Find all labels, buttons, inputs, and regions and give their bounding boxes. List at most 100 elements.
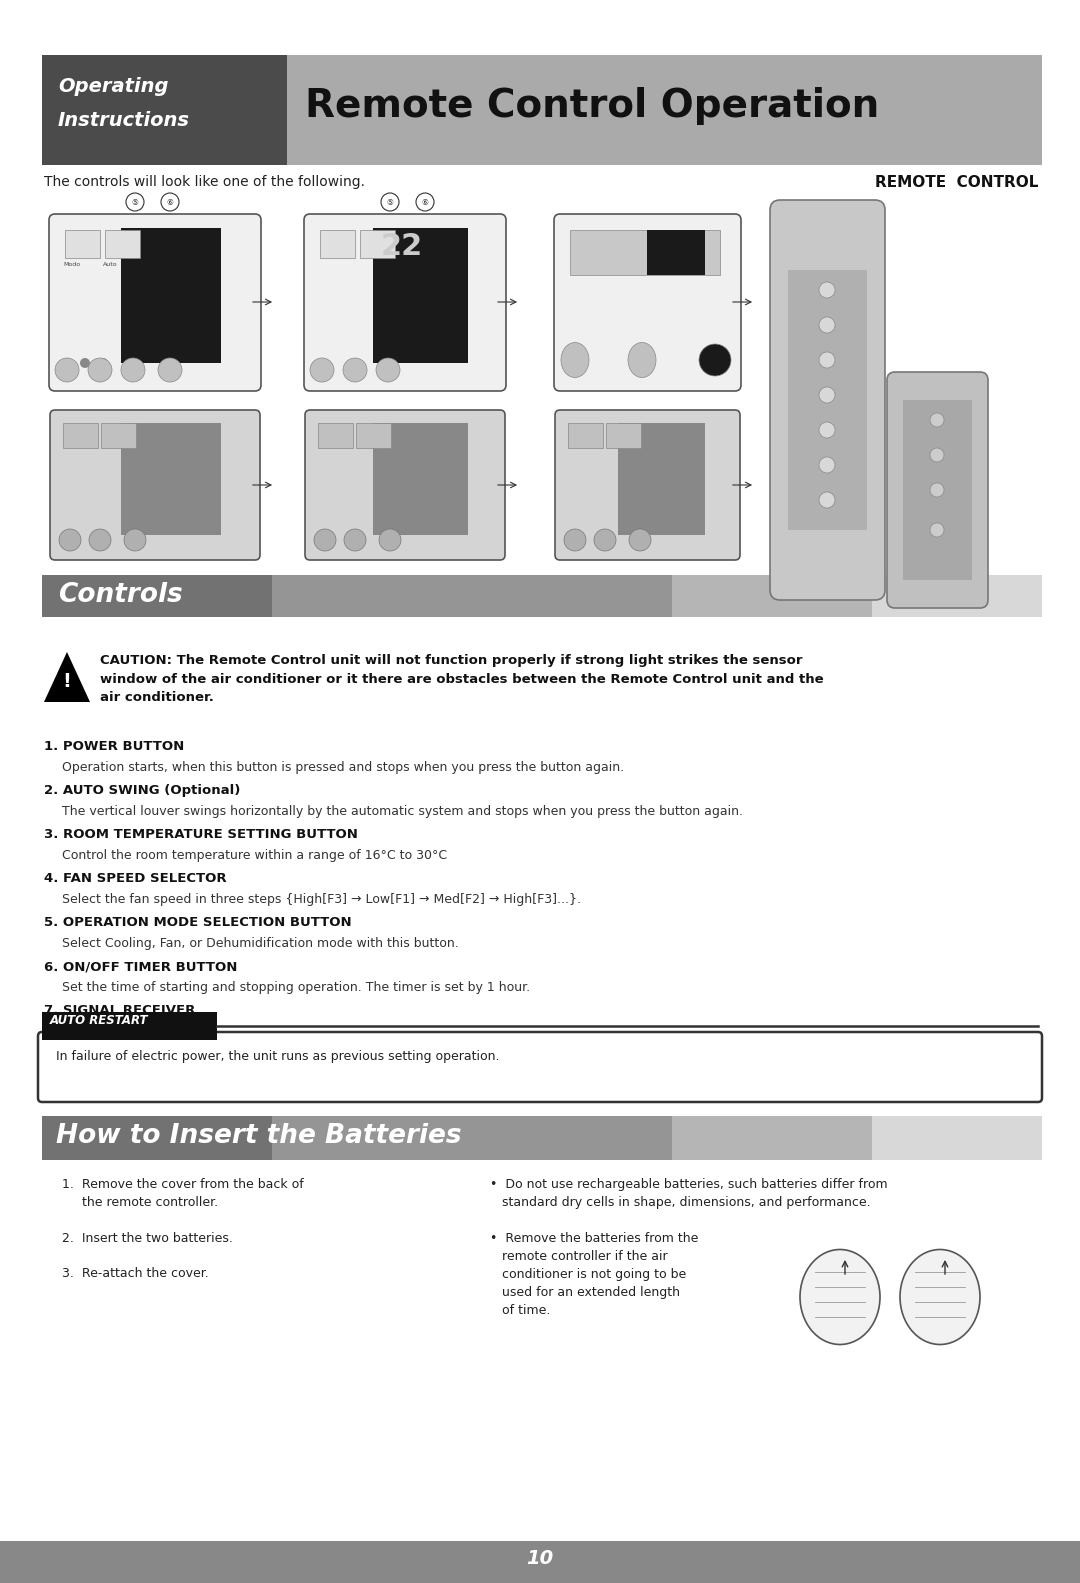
Ellipse shape [627, 342, 656, 377]
Text: Operation starts, when this button is pressed and stops when you press the butto: Operation starts, when this button is pr… [62, 761, 624, 774]
Bar [0, 1540, 1080, 1583]
Text: 1.  Remove the cover from the back of
     the remote controller.: 1. Remove the cover from the back of the… [62, 1178, 303, 1209]
Circle shape [314, 529, 336, 551]
Bar [272, 575, 672, 617]
Text: In failure of electric power, the unit runs as previous setting operation.: In failure of electric power, the unit r… [56, 1050, 499, 1064]
Text: ⑥: ⑥ [421, 198, 429, 206]
Text: Operating: Operating [58, 78, 168, 97]
Text: Modo: Modo [63, 263, 80, 268]
Bar [568, 423, 603, 448]
Text: ⑤: ⑤ [132, 198, 138, 206]
Bar [318, 423, 353, 448]
Circle shape [87, 358, 112, 382]
Text: ⑤: ⑤ [387, 198, 393, 206]
Text: 7. SIGNAL RECEIVER: 7. SIGNAL RECEIVER [44, 1004, 195, 1016]
Circle shape [819, 386, 835, 404]
Bar [606, 423, 642, 448]
Circle shape [819, 282, 835, 298]
Circle shape [343, 358, 367, 382]
Text: 3.  Re-attach the cover.: 3. Re-attach the cover. [62, 1266, 208, 1281]
Bar [0, 0, 1080, 55]
Bar [63, 423, 98, 448]
Bar [42, 1116, 272, 1160]
Bar [320, 230, 355, 258]
Bar [356, 423, 391, 448]
Text: 3. ROOM TEMPERATURE SETTING BUTTON: 3. ROOM TEMPERATURE SETTING BUTTON [44, 828, 357, 841]
Text: 4. FAN SPEED SELECTOR: 4. FAN SPEED SELECTOR [44, 872, 227, 885]
Circle shape [930, 522, 944, 537]
Bar [272, 1116, 672, 1160]
Bar [121, 423, 221, 535]
Ellipse shape [900, 1249, 980, 1344]
Circle shape [158, 358, 183, 382]
Circle shape [379, 529, 401, 551]
Circle shape [699, 344, 731, 377]
Bar [42, 575, 272, 617]
Circle shape [121, 358, 145, 382]
Text: The controls will look like one of the following.: The controls will look like one of the f… [44, 176, 365, 188]
Text: Remote Control Operation: Remote Control Operation [305, 87, 879, 125]
Circle shape [345, 529, 366, 551]
Circle shape [819, 492, 835, 508]
Text: 1. POWER BUTTON: 1. POWER BUTTON [44, 739, 185, 754]
Text: The vertical louver swings horizontally by the automatic system and stops when y: The vertical louver swings horizontally … [62, 806, 743, 818]
Text: 2.  Insert the two batteries.: 2. Insert the two batteries. [62, 1232, 233, 1244]
FancyBboxPatch shape [38, 1032, 1042, 1102]
Circle shape [930, 483, 944, 497]
Bar [672, 575, 872, 617]
FancyBboxPatch shape [887, 372, 988, 608]
Bar [360, 230, 395, 258]
Bar [42, 55, 287, 165]
Text: Control the room temperature within a range of 16°C to 30°C: Control the room temperature within a ra… [62, 848, 447, 863]
Bar [570, 230, 720, 275]
Text: Select Cooling, Fan, or Dehumidification mode with this button.: Select Cooling, Fan, or Dehumidification… [62, 937, 459, 950]
Circle shape [98, 358, 108, 367]
Text: 2. AUTO SWING (Optional): 2. AUTO SWING (Optional) [44, 784, 241, 796]
Text: CAUTION: The Remote Control unit will not function properly if strong light stri: CAUTION: The Remote Control unit will no… [100, 654, 824, 704]
Bar [105, 230, 140, 258]
Text: 22: 22 [381, 233, 423, 261]
Text: 6. ON/OFF TIMER BUTTON: 6. ON/OFF TIMER BUTTON [44, 959, 238, 974]
Text: ⑥: ⑥ [166, 198, 174, 206]
Text: Controls: Controls [58, 583, 183, 608]
Text: How to Insert the Batteries: How to Insert the Batteries [56, 1122, 461, 1149]
Text: 10: 10 [526, 1550, 554, 1569]
Bar [618, 423, 705, 535]
Circle shape [376, 358, 400, 382]
Circle shape [819, 457, 835, 473]
Polygon shape [44, 652, 90, 701]
Bar [0, 199, 1080, 621]
Circle shape [89, 529, 111, 551]
Circle shape [126, 193, 144, 211]
Bar [872, 1116, 1042, 1160]
Circle shape [161, 193, 179, 211]
Bar [647, 230, 705, 275]
Circle shape [381, 193, 399, 211]
Circle shape [124, 529, 146, 551]
Ellipse shape [561, 342, 589, 377]
Circle shape [819, 423, 835, 438]
Bar [102, 423, 136, 448]
Bar [287, 55, 1042, 165]
Text: AUTO RESTART: AUTO RESTART [50, 1015, 149, 1027]
Bar [903, 400, 972, 579]
Circle shape [819, 317, 835, 332]
Bar [872, 575, 1042, 617]
Text: Auto: Auto [103, 263, 118, 268]
Circle shape [930, 448, 944, 462]
FancyBboxPatch shape [554, 214, 741, 391]
Text: •  Remove the batteries from the
   remote controller if the air
   conditioner : • Remove the batteries from the remote c… [490, 1232, 699, 1317]
Circle shape [55, 358, 79, 382]
Circle shape [310, 358, 334, 382]
Text: Set the time of starting and stopping operation. The timer is set by 1 hour.: Set the time of starting and stopping op… [62, 981, 530, 994]
FancyBboxPatch shape [50, 410, 260, 560]
Circle shape [59, 529, 81, 551]
Circle shape [564, 529, 586, 551]
Circle shape [629, 529, 651, 551]
Bar [42, 1012, 217, 1040]
FancyBboxPatch shape [770, 199, 885, 600]
Text: Select the fan speed in three steps {High[F3] → Low[F1] → Med[F2] → High[F3]...}: Select the fan speed in three steps {Hig… [62, 893, 581, 905]
Bar [121, 228, 221, 363]
Bar [373, 423, 468, 535]
Text: Instructions: Instructions [58, 111, 190, 130]
